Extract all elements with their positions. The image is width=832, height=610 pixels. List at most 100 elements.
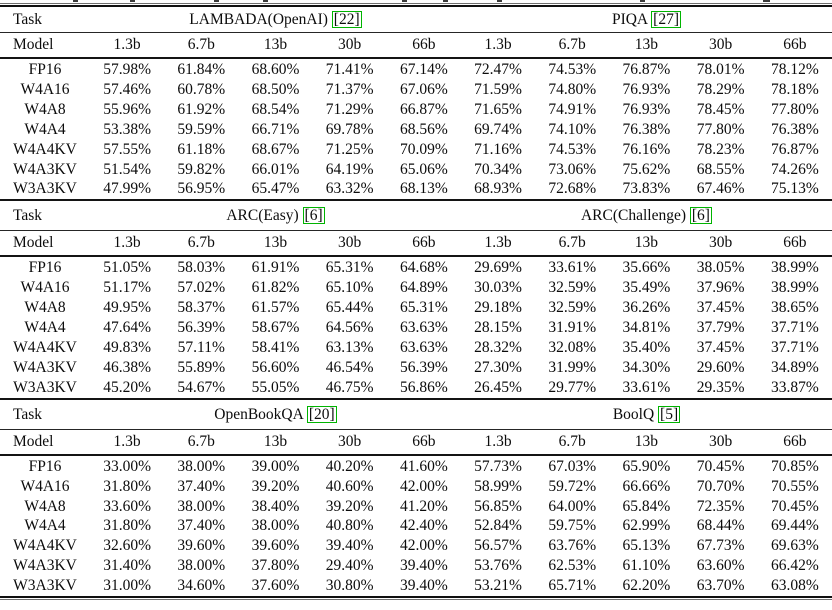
size-header: 66b xyxy=(757,230,832,258)
value-cell: 35.49% xyxy=(622,279,671,297)
value-cell: 37.79% xyxy=(696,319,745,337)
value-cell: 42.00% xyxy=(399,477,448,495)
size-header: 13b xyxy=(609,230,684,258)
value-cell: 40.60% xyxy=(325,477,374,495)
caption-glyph-fragment xyxy=(402,0,407,2)
size-header: 66b xyxy=(757,32,832,59)
value-cell: 40.20% xyxy=(325,457,374,475)
value-cell: 63.63% xyxy=(399,319,448,337)
value-cell: 76.87% xyxy=(622,61,671,78)
value-cell: 74.80% xyxy=(548,80,597,98)
value-cell: 38.05% xyxy=(696,259,745,277)
value-cell: 53.76% xyxy=(474,557,522,575)
value-cell: 73.06% xyxy=(548,160,597,178)
value-cell: 55.05% xyxy=(251,378,300,396)
model-name: FP16 xyxy=(28,259,62,277)
value-cell: 71.25% xyxy=(325,140,374,158)
value-cell: 57.02% xyxy=(177,279,226,297)
citation-link[interactable]: [5] xyxy=(658,405,681,423)
left-task-name-cell: OpenBookQA [20] xyxy=(90,398,461,430)
value-cell: 32.60% xyxy=(103,537,151,555)
value-cell: 35.66% xyxy=(622,259,671,277)
value-cell: 71.41% xyxy=(325,61,374,78)
value-cell: 78.18% xyxy=(770,80,819,98)
benchmark-name: PIQA xyxy=(611,11,652,28)
value-cell: 70.09% xyxy=(399,140,448,158)
table-row: W4A4 53.38% 59.59% 66.71% 69.78% 68.56% 69.74%… xyxy=(0,120,832,140)
value-cell: 72.68% xyxy=(548,180,597,198)
value-cell: 76.16% xyxy=(622,140,671,158)
value-cell: 58.99% xyxy=(474,477,522,495)
model-name: W4A3KV xyxy=(13,358,77,376)
table-section-3: Task OpenBookQA [20] BoolQ [5] Model 1.3b 6.7… xyxy=(0,397,832,596)
value-cell: 71.37% xyxy=(325,80,374,98)
value-cell: 34.81% xyxy=(622,319,671,337)
value-cell: 58.37% xyxy=(177,299,226,317)
size-header: 30b xyxy=(683,32,758,59)
value-cell: 26.45% xyxy=(474,378,522,396)
value-cell: 56.85% xyxy=(474,497,522,515)
value-cell: 62.20% xyxy=(622,577,671,595)
table-section-1: Task LAMBADA(OpenAI) [22] PIQA [27] Model 1.… xyxy=(0,7,832,199)
size-header: 13b xyxy=(609,32,684,59)
value-cell: 63.32% xyxy=(325,180,374,198)
task-header-row: Task OpenBookQA [20] BoolQ [5] xyxy=(0,398,832,430)
table-row: W4A8 55.96% 61.92% 68.54% 71.29% 66.87% 71.65%… xyxy=(0,100,832,120)
value-cell: 62.99% xyxy=(622,517,671,535)
value-cell: 38.65% xyxy=(770,299,819,317)
top-rule-thin xyxy=(0,3,832,4)
value-cell: 59.75% xyxy=(548,517,597,535)
value-cell: 39.20% xyxy=(325,497,374,515)
citation-link[interactable]: [27] xyxy=(651,11,681,28)
value-cell: 42.40% xyxy=(399,517,448,535)
table-row: FP16 57.98% 61.84% 68.60% 71.41% 67.14% 72.47%… xyxy=(0,58,832,80)
size-header: 13b xyxy=(238,32,313,59)
value-cell: 51.17% xyxy=(103,279,151,297)
value-cell: 33.60% xyxy=(103,497,151,515)
model-name: W4A4 xyxy=(24,120,66,138)
value-cell: 67.73% xyxy=(696,537,745,555)
table-row: FP16 51.05% 58.03% 61.91% 65.31% 64.68% 29.69%… xyxy=(0,256,832,278)
table-row: W4A16 31.80% 37.40% 39.20% 40.60% 42.00% 58.99… xyxy=(0,477,832,497)
table-row: W3A3KV 31.00% 34.60% 37.60% 30.80% 39.40% 53.2… xyxy=(0,576,832,596)
citation-link[interactable]: [22] xyxy=(331,11,362,28)
model-size-header-row: Model 1.3b 6.7b 13b 30b 66b 1.3b 6.7b 13b 30b 66b xyxy=(0,429,832,456)
value-cell: 49.95% xyxy=(103,299,151,317)
table-row: W3A3KV 45.20% 54.67% 55.05% 46.75% 56.86% 26.4… xyxy=(0,378,832,398)
model-name: W4A3KV xyxy=(13,160,77,178)
table-row: W4A16 57.46% 60.78% 68.50% 71.37% 67.06% 71.59… xyxy=(0,80,832,100)
citation-link[interactable]: [6] xyxy=(302,207,325,225)
value-cell: 29.40% xyxy=(325,557,374,575)
value-cell: 58.03% xyxy=(177,259,226,277)
value-cell: 59.72% xyxy=(548,477,597,495)
value-cell: 61.84% xyxy=(177,61,226,78)
value-cell: 70.45% xyxy=(770,497,819,515)
size-header: 1.3b xyxy=(90,230,165,258)
value-cell: 78.23% xyxy=(696,140,745,158)
value-cell: 56.86% xyxy=(399,378,448,396)
value-cell: 66.42% xyxy=(770,557,819,575)
value-cell: 71.29% xyxy=(325,100,374,118)
table-row: W4A4KV 32.60% 39.60% 39.60% 39.40% 42.00% 56.5… xyxy=(0,536,832,556)
value-cell: 59.82% xyxy=(177,160,226,178)
value-cell: 38.00% xyxy=(177,557,226,575)
model-name: W3A3KV xyxy=(13,577,77,595)
value-cell: 56.95% xyxy=(177,180,226,198)
value-cell: 65.44% xyxy=(325,299,374,317)
bottom-rule-thin xyxy=(0,599,832,601)
table-row: W3A3KV 47.99% 56.95% 65.47% 63.32% 68.13% 68.9… xyxy=(0,179,832,199)
citation-link[interactable]: [6] xyxy=(689,207,712,225)
value-cell: 59.59% xyxy=(177,120,226,138)
value-cell: 38.00% xyxy=(177,457,226,475)
value-cell: 67.14% xyxy=(399,61,448,78)
citation-link[interactable]: [20] xyxy=(306,405,337,423)
size-header: 13b xyxy=(238,429,313,456)
value-cell: 41.20% xyxy=(399,497,448,515)
value-cell: 70.85% xyxy=(770,457,819,475)
model-label: Model xyxy=(0,230,90,258)
size-header: 30b xyxy=(312,429,387,456)
value-cell: 68.56% xyxy=(399,120,448,138)
value-cell: 55.96% xyxy=(103,100,151,118)
value-cell: 65.06% xyxy=(399,160,448,178)
value-cell: 57.98% xyxy=(103,61,151,78)
